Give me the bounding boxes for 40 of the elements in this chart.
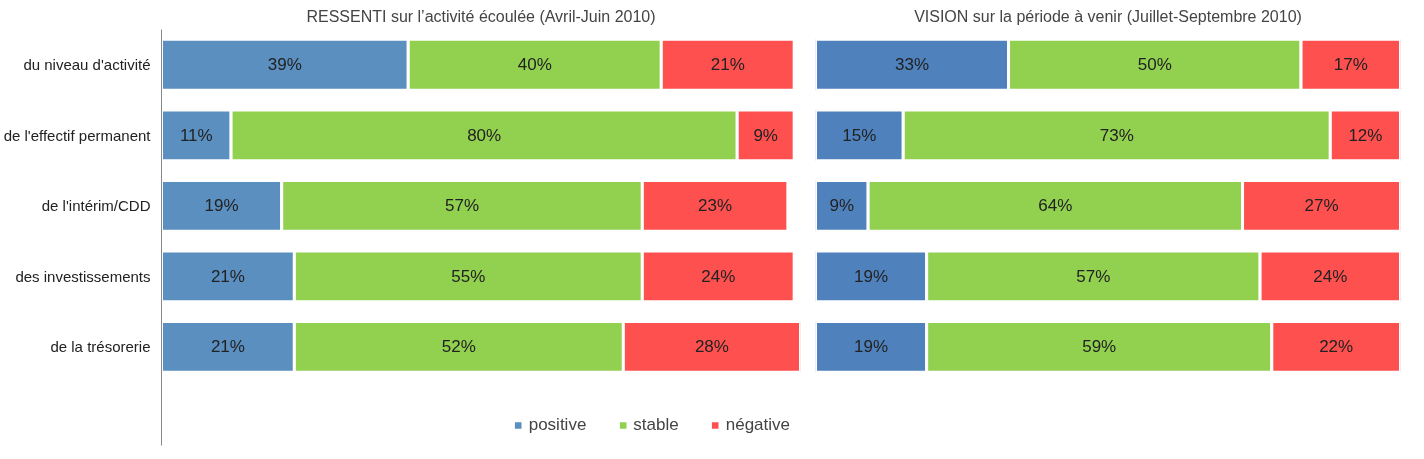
data-label: 19% [854, 337, 889, 357]
data-label: 12% [1348, 125, 1383, 145]
data-label: 11% [179, 125, 213, 145]
data-label: 80% [467, 125, 502, 145]
legend-label: négative [725, 415, 790, 435]
y-tick-label: du niveau d'activité [23, 56, 151, 74]
data-label: 24% [701, 266, 736, 286]
data-label: 9% [753, 125, 778, 145]
data-label: 23% [698, 196, 733, 216]
y-tick-label: des investissements [15, 267, 151, 285]
y-tick-label: de l'intérim/CDD [41, 197, 151, 215]
data-label: 59% [1082, 337, 1117, 357]
data-label: 50% [1137, 55, 1172, 75]
data-label: 22% [1319, 337, 1354, 357]
y-tick-label: de l'effectif permanent [3, 126, 152, 144]
data-label: 24% [1313, 266, 1348, 286]
data-label: 19% [854, 266, 889, 286]
data-label: 33% [895, 55, 930, 75]
data-label: 73% [1099, 125, 1134, 145]
data-label: 57% [445, 196, 480, 216]
legend-label: stable [633, 415, 679, 435]
y-tick-label: de la trésorerie [50, 338, 151, 356]
chart-title: VISION sur la période à venir (Juillet-Septembre 2010) [914, 7, 1302, 25]
data-label: 52% [441, 337, 476, 357]
legend-label: positive [528, 415, 587, 435]
data-label: 9% [829, 196, 855, 216]
data-label: 27% [1304, 196, 1339, 216]
data-label: 19% [204, 196, 239, 216]
data-label: 39% [267, 55, 302, 75]
data-label: 40% [517, 55, 552, 75]
data-label: 57% [1076, 266, 1111, 286]
data-label: 17% [1333, 55, 1368, 75]
data-label: 21% [710, 55, 745, 75]
data-label: 21% [210, 337, 245, 357]
data-label: 64% [1038, 196, 1073, 216]
chart-title: RESSENTI sur l’activité écoulée (Avril-Juin 2010) [306, 7, 656, 25]
data-label: 21% [210, 266, 245, 286]
data-label: 55% [451, 266, 486, 286]
data-label: 15% [842, 125, 877, 145]
data-label: 28% [694, 337, 729, 357]
